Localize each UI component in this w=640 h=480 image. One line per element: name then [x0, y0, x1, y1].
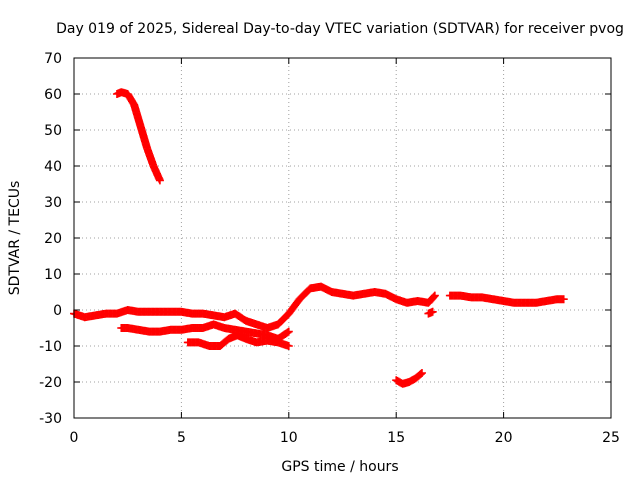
data-point [155, 176, 164, 185]
data-point [430, 291, 439, 300]
axis-ticks: 0 5 10 15 20 25 -30 -20 -10 0 10 20 30 40 50 60 70 [39, 51, 620, 446]
data-point [559, 295, 568, 304]
y-tick-label: 0 [53, 303, 62, 319]
data-point [284, 342, 293, 350]
x-tick-label: 20 [495, 430, 513, 446]
x-tick-label: 25 [602, 430, 620, 446]
series-arc-3 [117, 320, 293, 343]
y-tick-label: 30 [44, 195, 62, 211]
data-point [416, 369, 425, 378]
series-arc-2 [70, 282, 439, 332]
series-arc-6 [424, 307, 437, 318]
data-point [284, 327, 293, 336]
y-tick-label: 10 [44, 267, 62, 283]
series-arc-4 [183, 331, 293, 350]
series-arc-7 [445, 291, 568, 307]
x-axis-label: GPS time / hours [281, 459, 398, 475]
y-tick-label: 50 [44, 123, 62, 139]
x-tick-label: 15 [387, 430, 405, 446]
x-tick-label: 10 [280, 430, 298, 446]
y-tick-label: 40 [44, 159, 62, 175]
y-tick-label: 20 [44, 231, 62, 247]
x-tick-label: 5 [177, 430, 186, 446]
y-tick-label: 60 [44, 87, 62, 103]
series-arc-5 [392, 369, 426, 388]
data-points [70, 88, 568, 388]
y-tick-label: -30 [39, 411, 62, 427]
chart-title: Day 019 of 2025, Sidereal Day-to-day VTE… [56, 21, 624, 37]
y-axis-label: SDTVAR / TECUs [7, 181, 23, 296]
data-point [428, 307, 437, 316]
grid [74, 58, 611, 418]
data-point [417, 369, 426, 377]
series-arc-1 [112, 88, 164, 185]
x-tick-label: 0 [70, 430, 79, 446]
data-point [429, 292, 438, 301]
y-tick-label: 70 [44, 51, 62, 67]
y-tick-label: -20 [39, 375, 62, 391]
y-tick-label: -10 [39, 339, 62, 355]
